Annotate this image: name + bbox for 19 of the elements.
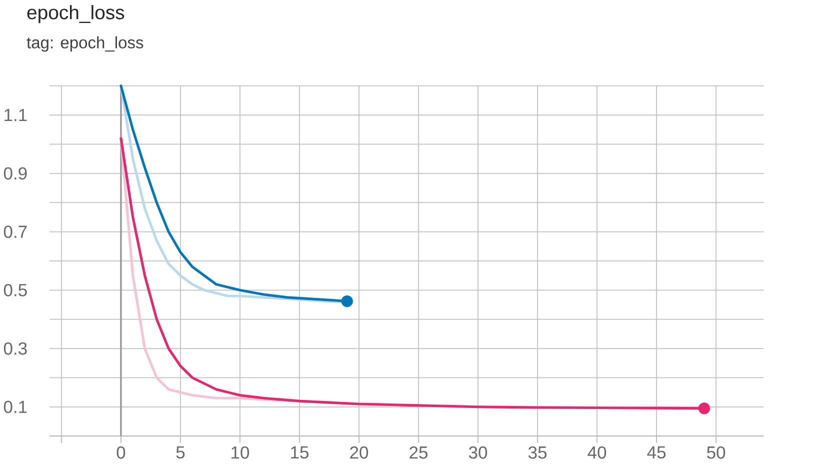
y-tick-label: 0.7 — [4, 226, 27, 238]
y-tick-label: 0.9 — [4, 167, 27, 180]
chart-subtitle: tag: epoch_loss — [26, 36, 144, 52]
y-tick-label: 0.5 — [4, 284, 27, 296]
y-tick-label: 0.1 — [4, 400, 27, 414]
x-tick-label: 50 — [707, 446, 726, 459]
x-tick-label: 45 — [647, 446, 666, 459]
x-tick-label: 30 — [468, 446, 488, 459]
chart-title: epoch_loss — [27, 5, 124, 24]
x-tick-label: 40 — [588, 446, 606, 459]
x-tick-label: 15 — [291, 446, 308, 459]
x-tick-label: 25 — [410, 446, 428, 459]
y-tick-label: 0.3 — [4, 342, 27, 355]
x-tick-label: 20 — [350, 446, 368, 459]
y-tick-label: 1.1 — [4, 108, 27, 122]
x-tick-label: 0 — [116, 446, 126, 459]
x-tick-label: 5 — [176, 446, 185, 459]
x-tick-label: 10 — [232, 446, 250, 459]
x-tick-label: 35 — [528, 446, 547, 459]
